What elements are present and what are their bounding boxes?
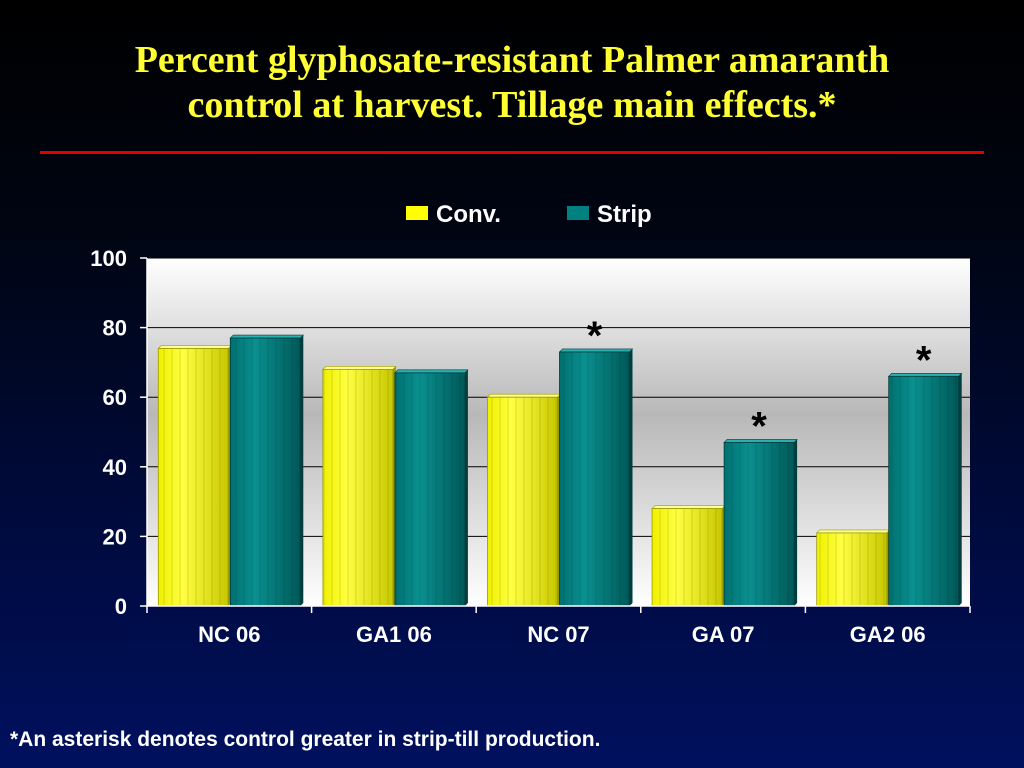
x-tick-label: NC 07 [527,622,589,647]
bar-side-face [629,348,633,606]
legend-label-conv: Conv. [436,201,501,228]
y-tick-labels: 0 20 40 60 80 100 [90,246,127,619]
y-tick-label: 60 [103,385,127,410]
bar-texture [652,508,723,606]
chart-legend: Conv. Strip [406,201,652,228]
y-tick-label: 20 [103,524,127,549]
bar-side-face [958,373,962,606]
bar-texture [394,372,465,606]
legend-swatch-strip [567,206,589,220]
bar [558,348,634,607]
bar-texture [724,442,795,606]
bar-texture [487,397,558,606]
bar [394,369,469,607]
y-tick-label: 80 [103,316,127,341]
bar-top-face [815,529,891,534]
bar-side-face [300,335,304,606]
bar-side-face [464,369,468,606]
title-divider [40,151,984,154]
bar [157,345,233,607]
bar [887,373,963,607]
bar-texture [816,532,887,606]
bar-top-face [394,369,469,374]
bar-texture [230,338,301,606]
slide-title: Percent glyphosate-resistant Palmer amar… [0,38,1024,128]
bar [815,529,891,607]
significance-asterisk: * [751,404,767,448]
bar-texture [322,369,393,606]
bar [651,505,726,607]
bar-top-face [651,505,726,509]
footnote: *An asterisk denotes control greater in … [10,728,601,751]
bar [486,393,562,607]
y-tick-label: 40 [103,455,127,480]
x-tick-label: GA2 06 [850,622,926,647]
significance-asterisk: * [916,338,932,382]
x-tick-label: NC 06 [198,622,260,647]
bar [229,334,305,607]
y-tick-label: 100 [90,246,127,271]
bar-texture [158,348,229,606]
axes [140,257,971,613]
y-tick-label: 0 [115,594,127,619]
bar-texture [559,351,630,606]
bar-texture [888,376,959,606]
bar [723,439,798,607]
x-tick-label: GA1 06 [356,622,432,647]
title-line-1: Percent glyphosate-resistant Palmer amar… [134,39,890,81]
legend-swatch-conv [406,206,428,220]
bar-top-face [229,334,305,339]
bar-top-face [322,366,397,370]
bar-top-face [157,345,233,349]
bar-top-face [486,393,562,398]
legend-label-strip: Strip [597,201,652,228]
x-tick-label: GA 07 [692,622,755,647]
annotations: * * * [587,314,932,448]
title-line-2: control at harvest. Tillage main effects… [187,84,837,126]
x-tick-labels: NC 06 GA1 06 NC 07 GA 07 GA2 06 [198,622,925,647]
bar-side-face [794,439,798,606]
bars [157,334,963,607]
significance-asterisk: * [587,314,603,358]
bar [322,366,397,607]
